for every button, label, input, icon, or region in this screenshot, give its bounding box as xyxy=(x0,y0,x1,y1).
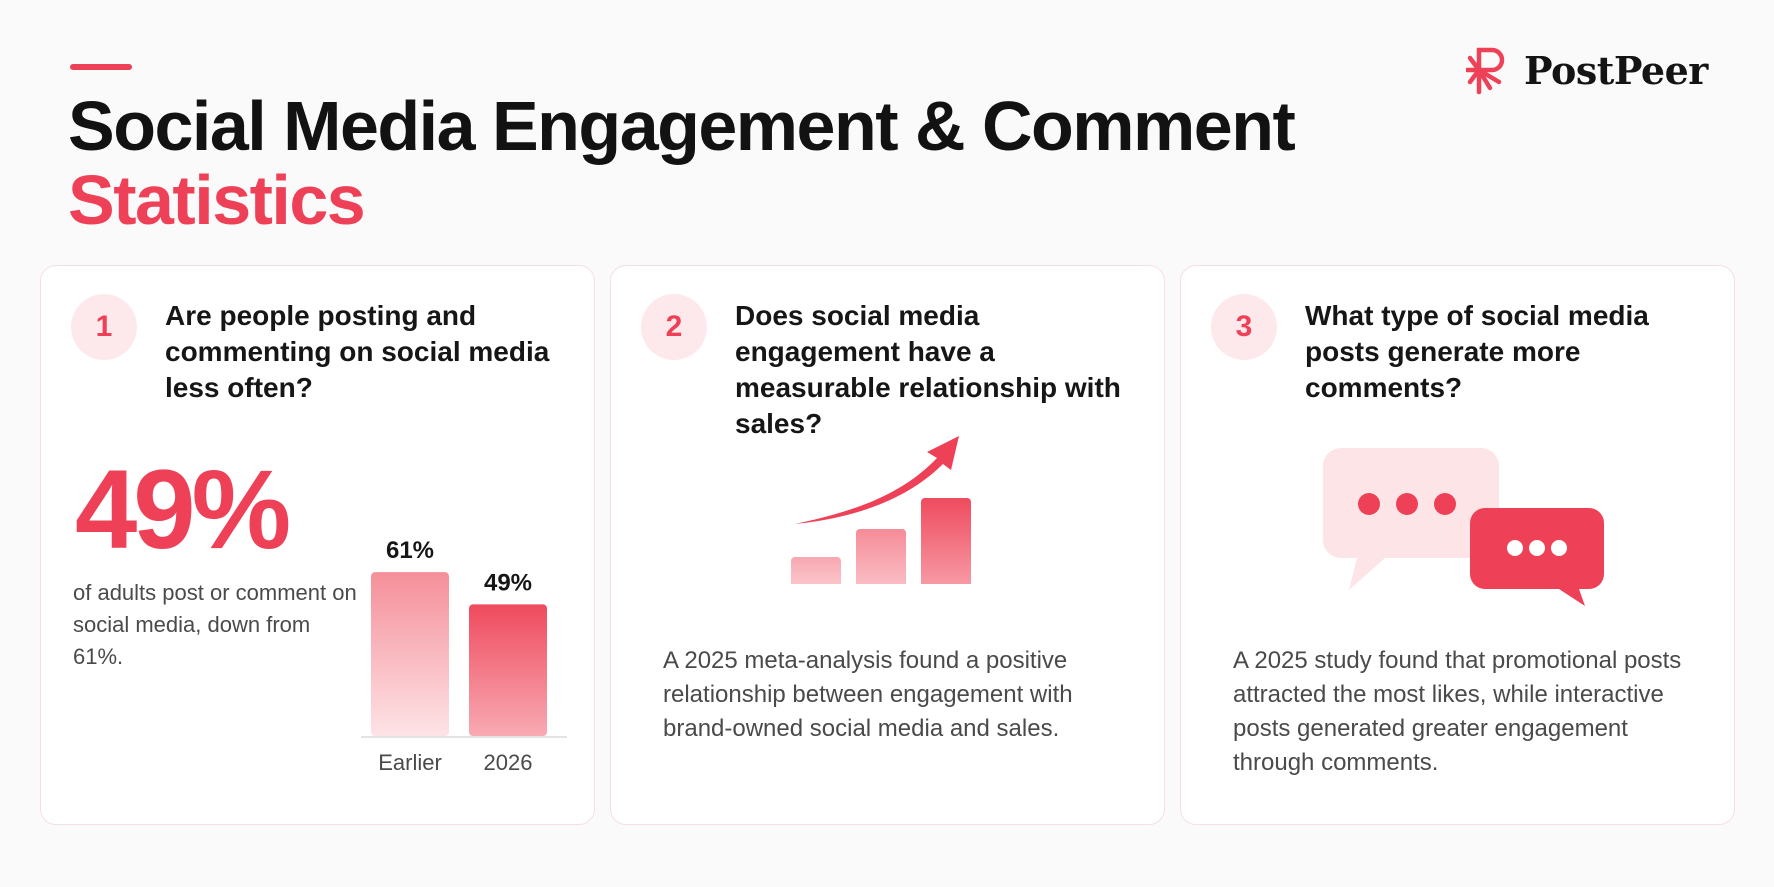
comparison-bar-chart: 61% Earlier 49% 2026 xyxy=(361,537,567,775)
bar-earlier xyxy=(371,572,449,736)
stat-card-3: 3 What type of social media posts genera… xyxy=(1180,265,1735,825)
bar-value-label: 49% xyxy=(484,569,532,596)
bar-category-label: 2026 xyxy=(484,750,533,775)
card-question: Does social media engagement have a meas… xyxy=(735,300,1121,439)
stat-card-2: 2 Does social media engagement have a me… xyxy=(610,265,1165,825)
bar-value-label: 61% xyxy=(386,537,434,564)
card-description: A 2025 study found that promotional post… xyxy=(1233,647,1682,776)
postpeer-logo-icon xyxy=(1466,47,1505,95)
card-description: A 2025 meta-analysis found a positive re… xyxy=(663,647,1073,742)
card-number-badge: 2 xyxy=(641,294,707,360)
bar-category-label: Earlier xyxy=(378,750,442,775)
stat-description: of adults post or comment on social medi… xyxy=(73,580,357,669)
card-question: What type of social media posts generate… xyxy=(1305,300,1649,403)
chat-bubbles-icon xyxy=(1323,448,1604,606)
page-title-highlight: Statistics xyxy=(68,161,366,239)
stat-card-1: 1 Are people posting and commenting on s… xyxy=(40,265,595,825)
brand-logo[interactable]: PostPeer xyxy=(1466,44,1708,96)
headline-stat: 49% xyxy=(75,447,291,572)
brand-name: PostPeer xyxy=(1524,47,1708,93)
page-title: Social Media Engagement & Comment xyxy=(68,87,1296,165)
title-accent-bar xyxy=(70,64,132,70)
card-number-badge: 1 xyxy=(71,294,137,360)
bar-2026 xyxy=(469,604,547,736)
card-number-badge: 3 xyxy=(1211,294,1277,360)
growth-chart-arrow-icon xyxy=(791,436,971,584)
card-question: Are people posting and commenting on soc… xyxy=(165,300,550,403)
